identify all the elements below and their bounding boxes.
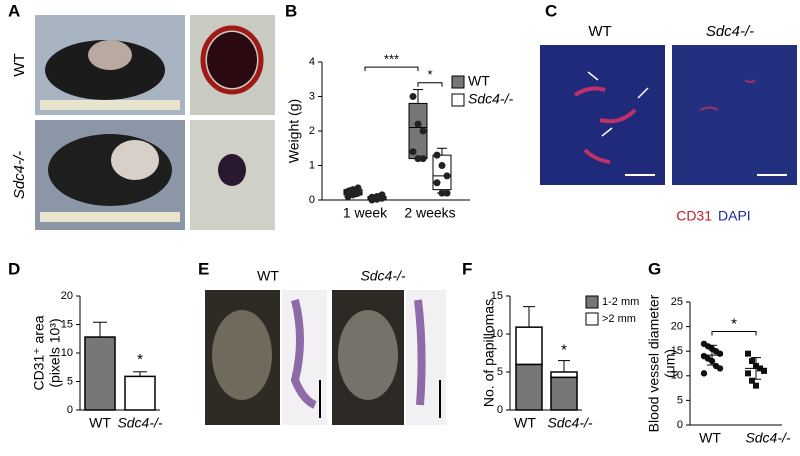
- y-tick-label: 2: [309, 125, 315, 137]
- point: [745, 370, 751, 377]
- point: [433, 151, 441, 159]
- y-tick-label: 0: [67, 404, 73, 416]
- y-tick-label: 5: [67, 375, 73, 387]
- y-tick-label: 10: [671, 370, 683, 382]
- panel-label: F: [462, 259, 472, 278]
- legend-label: Sdc4-/-: [468, 91, 513, 107]
- column-label: WT: [257, 268, 279, 284]
- panel-label: E: [198, 259, 209, 278]
- y-tick-label: 5: [497, 366, 503, 378]
- y-tick-label: 15: [61, 318, 73, 330]
- point: [700, 370, 708, 377]
- point: [409, 93, 417, 100]
- x-tick-label: Sdc4-/-: [117, 415, 162, 431]
- point: [354, 184, 362, 192]
- point: [716, 350, 724, 357]
- x-tick-label: 1 week: [343, 205, 388, 221]
- point: [409, 148, 417, 156]
- y-tick-label: 1: [309, 159, 315, 171]
- y-tick-label: 5: [677, 394, 683, 406]
- y-axis-label: Blood vessel diameter: [646, 294, 662, 432]
- y-tick-label: 0: [677, 419, 683, 431]
- bar-segment: [550, 371, 578, 379]
- point: [378, 191, 386, 199]
- y-tick-label: 10: [491, 328, 503, 340]
- panel-label: B: [285, 1, 297, 20]
- row-label: Sdc4-/-: [11, 151, 28, 199]
- y-tick-label: 25: [671, 296, 683, 308]
- x-tick-label: Sdc4-/-: [547, 415, 592, 431]
- bar: [84, 336, 116, 411]
- point: [443, 189, 451, 197]
- y-axis-label: (μm): [662, 349, 678, 378]
- stain-label: CD31: [676, 208, 712, 224]
- legend-swatch: [451, 93, 465, 107]
- point: [761, 367, 767, 374]
- point: [414, 155, 422, 163]
- x-tick-label: WT: [89, 415, 111, 431]
- y-tick-label: 3: [309, 90, 315, 102]
- point: [716, 365, 724, 372]
- legend-swatch: [585, 295, 599, 309]
- panel-label: D: [8, 259, 20, 278]
- bar-segment: [550, 376, 578, 411]
- x-tick-label: WT: [699, 430, 721, 446]
- y-tick-label: 20: [671, 321, 683, 333]
- panel-label: A: [8, 1, 20, 20]
- point: [419, 155, 427, 163]
- y-tick-label: 0: [497, 404, 503, 416]
- y-tick-label: 0: [309, 194, 315, 206]
- point: [433, 179, 441, 187]
- point: [438, 189, 446, 197]
- bracket: [711, 331, 757, 336]
- y-tick-label: 15: [491, 290, 503, 302]
- photos-a: [35, 15, 275, 230]
- annotation: *: [561, 342, 567, 359]
- point: [745, 350, 751, 357]
- annotation: *: [137, 351, 143, 368]
- point: [419, 127, 427, 135]
- y-tick-label: 20: [61, 290, 73, 302]
- panel-label: G: [648, 259, 661, 278]
- panel-label: C: [545, 1, 557, 20]
- y-axis-label: No. of papillomas: [481, 299, 497, 407]
- annotation: *: [427, 67, 432, 82]
- column-label: Sdc4-/-: [360, 268, 405, 284]
- point: [749, 358, 755, 365]
- y-tick-label: 15: [671, 345, 683, 357]
- point: [443, 172, 451, 180]
- annotation: *: [731, 315, 737, 332]
- y-axis-label: Weight (g): [286, 99, 302, 163]
- bar-segment: [515, 363, 543, 411]
- legend-label: 1-2 mm: [602, 296, 639, 308]
- bar: [124, 375, 156, 411]
- bracket: [364, 66, 419, 72]
- y-axis-label: CD31⁺ area: [31, 315, 47, 390]
- micrographs-c: [540, 45, 797, 185]
- legend-label: WT: [468, 73, 490, 89]
- bar-segment: [515, 326, 543, 366]
- photos-e: [205, 290, 446, 425]
- bracket: [417, 82, 443, 87]
- x-tick-label: 2 weeks: [404, 205, 455, 221]
- annotation: ***: [384, 52, 399, 67]
- x-tick-label: WT: [514, 415, 536, 431]
- column-label: Sdc4-/-: [706, 23, 754, 40]
- point: [438, 162, 446, 169]
- point: [753, 382, 759, 389]
- row-label: WT: [11, 53, 28, 76]
- stain-label: DAPI: [718, 208, 751, 224]
- y-tick-label: 4: [309, 56, 315, 68]
- legend-swatch: [451, 75, 465, 89]
- legend-swatch: [585, 312, 599, 326]
- y-tick-label: 10: [61, 347, 73, 359]
- column-label: WT: [588, 23, 611, 40]
- point: [749, 377, 755, 384]
- point: [354, 189, 362, 197]
- x-tick-label: Sdc4-/-: [745, 430, 790, 446]
- legend-label: >2 mm: [602, 313, 636, 325]
- y-axis-label: (pixels 10³): [47, 318, 63, 387]
- point: [414, 120, 422, 128]
